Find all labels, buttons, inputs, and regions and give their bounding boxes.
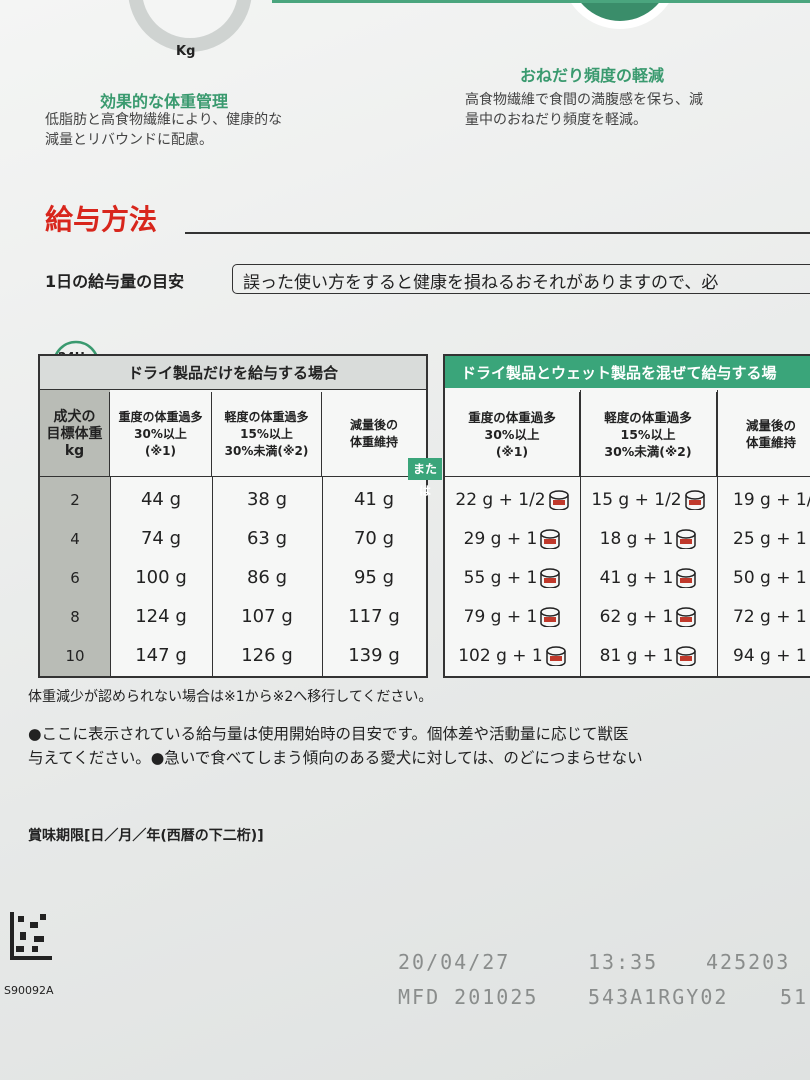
column-header: 重度の体重過多 30%以上 (※1) [110, 392, 212, 476]
feature-text: 高食物繊維で食間の満腹感を保ち、減 量中のおねだり頻度を軽減。 [465, 92, 703, 128]
table-cell: 38 g [246, 489, 288, 510]
header-rule [445, 476, 810, 477]
can-icon [540, 528, 561, 549]
can-icon [540, 567, 561, 588]
can-icon [546, 645, 566, 666]
product-code: S90092A [4, 984, 54, 997]
table-cell: 2 [70, 490, 80, 509]
print-code: 543A1RGY02 [588, 985, 729, 1009]
table-cell: 18 g + 1 [580, 519, 717, 558]
table-cell: 95 g [353, 567, 395, 588]
column-header: 減量後の 体重維持 [349, 418, 398, 449]
table-cell: 15 g + 1/2 [580, 480, 717, 519]
section-title: 給与方法 [45, 203, 158, 236]
table-cell: 81 g + 1 [580, 636, 717, 675]
table-cell: 86 g [246, 567, 288, 588]
table-cell: 4 [70, 529, 80, 548]
table-cell: 139 g [348, 645, 400, 666]
table-cell: 6 [70, 568, 80, 587]
table-cell: 124 g [135, 606, 187, 627]
datamatrix [10, 912, 52, 960]
guide-label: 1日の給与量の目安 [45, 272, 185, 291]
table-cell: 102 g + 1 [445, 636, 580, 675]
table-cell: 100 g [135, 567, 187, 588]
table-cell: 94 g + 1 [733, 645, 807, 666]
column-rule [580, 390, 581, 676]
column-header: 軽度の体重過多 15%以上 30%未満(※2) [212, 392, 322, 476]
or-label: または [408, 458, 442, 498]
guide-note: 誤った使い方をすると健康を損ねるおそれがありますので、必 [232, 264, 810, 294]
table-cell: 62 g + 1 [580, 597, 717, 636]
note: 与えてください。●急いで食べてしまう傾向のある愛犬に対しては、のどにつまらせない [28, 749, 643, 767]
column-header: 軽度の体重過多 15%以上 30%未満(※2) [580, 392, 717, 476]
column-rule [110, 476, 111, 676]
table-title: ドライ製品とウェット製品を混ぜて給与する場 [445, 356, 810, 388]
table-cell: 147 g [135, 645, 187, 666]
table-cell: 44 g [140, 489, 182, 510]
print-code: 20/04/27 [398, 950, 511, 974]
table-cell: 63 g [246, 528, 288, 549]
feature-title: 効果的な体重管理 [100, 92, 229, 111]
can-icon [676, 567, 697, 588]
column-rule [322, 476, 323, 676]
expiry-label: 賞味期限[日／月／年(西暦の下二桁)] [28, 828, 264, 844]
table-cell: 41 g [353, 489, 395, 510]
can-icon [540, 606, 561, 627]
column-header: 減量後の 体重維持 [745, 418, 796, 450]
table-cell: 8 [70, 607, 80, 626]
divider [272, 0, 810, 11]
column-rule [212, 476, 213, 676]
section-line [185, 232, 810, 234]
column-header: 成犬の 目標体重 kg [40, 392, 110, 476]
feature-icon [569, 0, 671, 29]
table-cell: 117 g [348, 606, 400, 627]
table-cell: 10 [65, 646, 85, 665]
can-icon [676, 528, 697, 549]
table-cell: 19 g + 1/ [733, 489, 810, 510]
can-icon [548, 489, 569, 510]
can-icon [684, 489, 705, 510]
note: ●ここに表示されている給与量は使用開始時の目安です。個体差や活動量に応じて獣医 [28, 725, 629, 743]
print-code: 51 [780, 985, 809, 1009]
table-cell: 72 g + 1 [733, 606, 807, 627]
mixed-table: ドライ製品とウェット製品を混ぜて給与する場重度の体重過多 30%以上 (※1) 軽… [443, 354, 810, 678]
print-code: 13:35 [588, 950, 659, 974]
table-cell: 50 g + 1 [733, 567, 807, 588]
table-cell: 70 g [353, 528, 395, 549]
table-cell: 29 g + 1 [445, 519, 580, 558]
table-title: ドライ製品だけを給与する場合 [40, 356, 426, 390]
table-cell: 74 g [140, 528, 182, 549]
table-cell: 55 g + 1 [445, 558, 580, 597]
column-rule [717, 390, 718, 676]
table-cell: 25 g + 1 [733, 528, 807, 549]
scale-icon [128, 0, 252, 52]
table-cell: 22 g + 1/2 [445, 480, 580, 519]
can-icon [676, 606, 697, 627]
feature-title: おねだり頻度の軽減 [520, 66, 665, 85]
print-code: 425203 [706, 950, 791, 974]
weight-column [40, 390, 110, 676]
print-code: MFD 201025 [398, 985, 539, 1009]
dry-table: ドライ製品だけを給与する場合 成犬の 目標体重 kg 重度の体重過多 30%以上 (… [38, 354, 428, 678]
table-cell: 107 g [241, 606, 293, 627]
footnote: 体重減少が認められない場合は※1から※2へ移行してください。 [28, 689, 433, 705]
table-cell: 79 g + 1 [445, 597, 580, 636]
icon-label: Kg [176, 44, 196, 59]
table-cell: 126 g [241, 645, 293, 666]
feature-text: 低脂肪と高食物繊維により、健康的な 減量とリバウンドに配慮。 [45, 112, 283, 148]
can-icon [676, 645, 697, 666]
header-rule [40, 476, 426, 477]
table-cell: 41 g + 1 [580, 558, 717, 597]
column-header: 重度の体重過多 30%以上 (※1) [445, 392, 580, 476]
